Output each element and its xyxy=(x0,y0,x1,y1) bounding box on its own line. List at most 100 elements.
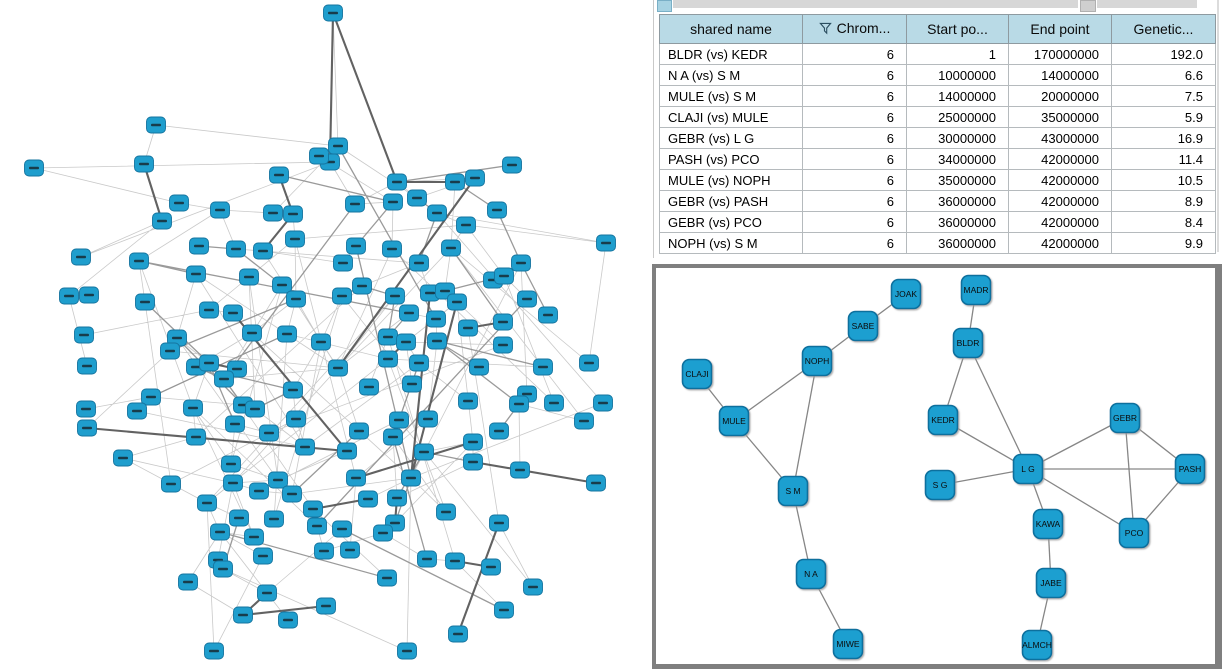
cell-value[interactable]: 6 xyxy=(802,148,907,170)
overview-node[interactable] xyxy=(456,216,476,234)
table-row[interactable]: BLDR (vs) KEDR 6 1 170000000 192.0 xyxy=(659,43,1216,65)
node-shape[interactable] xyxy=(1012,453,1044,485)
overview-node[interactable] xyxy=(314,542,334,560)
overview-node[interactable] xyxy=(77,419,97,437)
cell-value[interactable]: 35000000 xyxy=(1008,106,1112,128)
overview-node[interactable] xyxy=(169,194,189,212)
overview-node[interactable] xyxy=(286,410,306,428)
node-shape[interactable] xyxy=(1032,508,1064,540)
subnetwork-node-CLAJI[interactable]: CLAJI xyxy=(681,358,713,390)
overview-node[interactable] xyxy=(161,475,181,493)
overview-node[interactable] xyxy=(509,395,529,413)
cell-shared-name[interactable]: BLDR (vs) KEDR xyxy=(659,43,803,65)
cell-shared-name[interactable]: CLAJI (vs) MULE xyxy=(659,106,803,128)
node-shape[interactable] xyxy=(681,358,713,390)
overview-node[interactable] xyxy=(436,503,456,521)
overview-node[interactable] xyxy=(407,189,427,207)
cell-value[interactable]: 7.5 xyxy=(1111,85,1216,107)
cell-value[interactable]: 34000000 xyxy=(906,148,1009,170)
cell-value[interactable]: 9.9 xyxy=(1111,232,1216,254)
overview-node[interactable] xyxy=(249,482,269,500)
table-row[interactable]: PASH (vs) PCO 6 34000000 42000000 11.4 xyxy=(659,148,1216,170)
column-header-1[interactable]: Chrom... xyxy=(802,14,907,44)
overview-node[interactable] xyxy=(71,248,91,266)
overview-node[interactable] xyxy=(493,336,513,354)
overview-node[interactable] xyxy=(286,290,306,308)
overview-node[interactable] xyxy=(129,252,149,270)
overview-node[interactable] xyxy=(285,230,305,248)
table-row[interactable]: GEBR (vs) PASH 6 36000000 42000000 8.9 xyxy=(659,190,1216,212)
overview-node[interactable] xyxy=(382,240,402,258)
node-shape[interactable] xyxy=(952,327,984,359)
overview-node[interactable] xyxy=(278,611,298,629)
overview-node[interactable] xyxy=(74,326,94,344)
overview-node[interactable] xyxy=(183,399,203,417)
cell-value[interactable]: 6 xyxy=(802,85,907,107)
overview-node[interactable] xyxy=(349,422,369,440)
overview-node[interactable] xyxy=(417,550,437,568)
cell-shared-name[interactable]: MULE (vs) NOPH xyxy=(659,169,803,191)
cell-value[interactable]: 14000000 xyxy=(1008,64,1112,86)
cell-value[interactable]: 11.4 xyxy=(1111,148,1216,170)
overview-node[interactable] xyxy=(223,304,243,322)
node-shape[interactable] xyxy=(795,558,827,590)
node-shape[interactable] xyxy=(924,469,956,501)
overview-node[interactable] xyxy=(282,485,302,503)
cell-value[interactable]: 42000000 xyxy=(1008,190,1112,212)
cell-value[interactable]: 36000000 xyxy=(906,190,1009,212)
overview-node[interactable] xyxy=(127,402,147,420)
table-row[interactable]: NOPH (vs) S M 6 36000000 42000000 9.9 xyxy=(659,232,1216,254)
overview-node[interactable] xyxy=(481,558,501,576)
overview-node[interactable] xyxy=(427,332,447,350)
cell-value[interactable]: 10000000 xyxy=(906,64,1009,86)
table-row[interactable]: GEBR (vs) PCO 6 36000000 42000000 8.4 xyxy=(659,211,1216,233)
overview-node[interactable] xyxy=(493,313,513,331)
overview-node[interactable] xyxy=(186,428,206,446)
overview-node[interactable] xyxy=(333,254,353,272)
node-shape[interactable] xyxy=(1109,402,1141,434)
overview-node[interactable] xyxy=(377,569,397,587)
subnetwork-node-MADR[interactable]: MADR xyxy=(960,274,992,306)
overview-node[interactable] xyxy=(178,573,198,591)
node-shape[interactable] xyxy=(960,274,992,306)
overview-node[interactable] xyxy=(135,293,155,311)
cell-value[interactable]: 42000000 xyxy=(1008,148,1112,170)
overview-node[interactable] xyxy=(146,116,166,134)
overview-node[interactable] xyxy=(283,205,303,223)
node-shape[interactable] xyxy=(927,404,959,436)
cell-value[interactable]: 6 xyxy=(802,232,907,254)
cell-shared-name[interactable]: PASH (vs) PCO xyxy=(659,148,803,170)
overview-node[interactable] xyxy=(487,201,507,219)
overview-node[interactable] xyxy=(79,286,99,304)
cell-shared-name[interactable]: N A (vs) S M xyxy=(659,64,803,86)
overview-node[interactable] xyxy=(402,375,422,393)
overview-node[interactable] xyxy=(345,195,365,213)
subnetwork-node-SABE[interactable]: SABE xyxy=(847,310,879,342)
overview-node[interactable] xyxy=(76,400,96,418)
cell-value[interactable]: 170000000 xyxy=(1008,43,1112,65)
overview-node[interactable] xyxy=(245,400,265,418)
overview-node[interactable] xyxy=(445,173,465,191)
overview-node[interactable] xyxy=(77,357,97,375)
table-row[interactable]: MULE (vs) S M 6 14000000 20000000 7.5 xyxy=(659,85,1216,107)
overview-node[interactable] xyxy=(323,4,343,22)
overview-node[interactable] xyxy=(332,520,352,538)
overview-node[interactable] xyxy=(283,381,303,399)
overview-node[interactable] xyxy=(447,293,467,311)
overview-node[interactable] xyxy=(225,415,245,433)
node-shape[interactable] xyxy=(801,345,833,377)
overview-node[interactable] xyxy=(538,306,558,324)
overview-node[interactable] xyxy=(409,354,429,372)
subnetwork-edge-BLDR-L G[interactable] xyxy=(967,342,1029,470)
cell-value[interactable]: 43000000 xyxy=(1008,127,1112,149)
overview-node[interactable] xyxy=(269,166,289,184)
overview-node[interactable] xyxy=(340,541,360,559)
strip-handle[interactable] xyxy=(1080,0,1096,12)
overview-node[interactable] xyxy=(197,494,217,512)
overview-node[interactable] xyxy=(387,489,407,507)
subnetwork-node-NOPH[interactable]: NOPH xyxy=(801,345,833,377)
subnetwork-edge-NOPH-S M[interactable] xyxy=(792,360,818,492)
overview-node[interactable] xyxy=(418,410,438,428)
overview-node[interactable] xyxy=(337,442,357,460)
